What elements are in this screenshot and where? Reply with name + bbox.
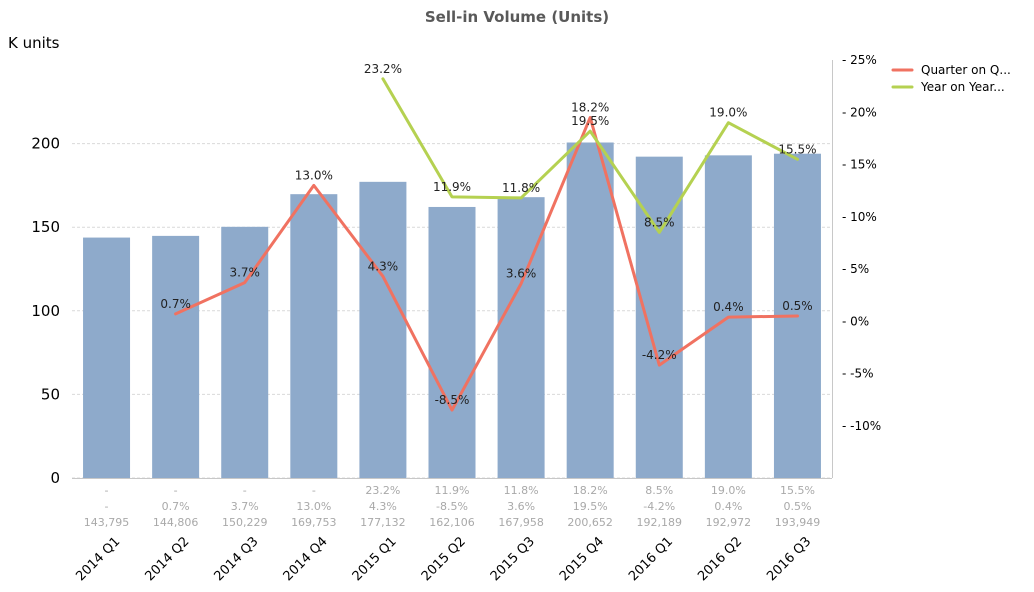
y2-tick-label: - 25% <box>842 53 877 67</box>
data-label: 4.3% <box>368 259 399 273</box>
table-cell: 11.9% <box>435 484 470 497</box>
table-cell: 18.2% <box>573 484 608 497</box>
bar <box>152 235 200 478</box>
table-cell: 3.7% <box>231 500 259 513</box>
table-cell: 144,806 <box>153 516 199 529</box>
data-labels: 0.7% 3.7% 13.0% 4.3% -8.5% 3.6% 18.2% -4.2% 0.4%… <box>160 62 816 407</box>
data-label: 13.0% <box>295 168 333 182</box>
data-table: - - - - 23.2% 11.9% 11.8% 18.2% 8.5% 19.0% 15.5% - 0… <box>84 484 820 529</box>
data-label: 8.5% <box>644 215 675 229</box>
table-cell: 162,106 <box>429 516 475 529</box>
table-cell: 192,972 <box>706 516 752 529</box>
data-label: -4.2% <box>642 348 677 362</box>
bar-series <box>83 142 821 479</box>
table-cell: 8.5% <box>645 484 673 497</box>
x-tick-label: 2014 Q4 <box>281 534 331 584</box>
bar <box>221 226 269 478</box>
table-cell: 143,795 <box>84 516 130 529</box>
x-tick-label: 2014 Q2 <box>142 534 192 584</box>
bar <box>83 237 131 478</box>
data-label: 11.9% <box>433 180 471 194</box>
x-tick-label: 2016 Q2 <box>695 534 745 584</box>
data-label: 3.6% <box>506 267 537 281</box>
table-cell: - <box>243 484 247 497</box>
table-cell: 167,958 <box>498 516 544 529</box>
table-cell: - <box>312 484 316 497</box>
x-tick-label: 2015 Q4 <box>557 534 607 584</box>
bar <box>359 181 407 478</box>
chart-title: Sell-in Volume (Units) <box>425 8 609 26</box>
data-label: 0.7% <box>160 297 191 311</box>
table-cell: 150,229 <box>222 516 268 529</box>
table-cell: 4.3% <box>369 500 397 513</box>
y-axis-unit-label: K units <box>8 34 60 52</box>
x-tick-label: 2015 Q3 <box>488 534 538 584</box>
line-series <box>174 77 799 412</box>
y-tick-label: 150 <box>31 218 60 236</box>
x-tick-label: 2014 Q3 <box>212 534 262 584</box>
bar <box>497 197 545 478</box>
table-cell: -8.5% <box>436 500 468 513</box>
y2-tick-label: - -5% <box>842 367 874 381</box>
table-cell: -4.2% <box>643 500 675 513</box>
y2-tick-label: - -10% <box>842 419 881 433</box>
x-tick-label: 2016 Q3 <box>764 534 814 584</box>
data-label: 0.4% <box>713 300 744 314</box>
table-cell: - <box>174 484 178 497</box>
y-tick-label: 50 <box>41 385 60 403</box>
table-cell: 13.0% <box>296 500 331 513</box>
x-tick-label: 2015 Q1 <box>350 534 400 584</box>
data-label: 11.8% <box>502 181 540 195</box>
y-tick-label: 100 <box>31 302 60 320</box>
y2-tick-label: - 10% <box>842 210 877 224</box>
y2-tick-label: - 0% <box>842 314 869 328</box>
data-label: 0.5% <box>782 299 813 313</box>
table-cell: 0.4% <box>714 500 742 513</box>
table-cell: 11.8% <box>504 484 539 497</box>
y-tick-label: 200 <box>31 135 60 153</box>
data-label: 23.2% <box>364 62 402 76</box>
legend[interactable]: Quarter on Q... Year on Year... <box>891 63 1011 94</box>
series-line <box>381 77 799 234</box>
x-tick-label: 2014 Q1 <box>73 534 123 584</box>
table-cell: 0.7% <box>162 500 190 513</box>
bar <box>566 142 614 478</box>
table-cell: 3.6% <box>507 500 535 513</box>
legend-label: Year on Year... <box>920 80 1005 94</box>
table-cell: 15.5% <box>780 484 815 497</box>
data-label: 19.0% <box>709 106 747 120</box>
x-tick-label: 2016 Q1 <box>626 534 676 584</box>
table-cell: 200,652 <box>567 516 613 529</box>
axes: 0 50 100 150 200 - -10% - -5% - 0% - 5% - 10% - 15… <box>31 53 881 487</box>
legend-label: Quarter on Q... <box>921 63 1011 77</box>
data-label: 15.5% <box>778 142 816 156</box>
bar <box>428 206 476 478</box>
y2-tick-label: - 5% <box>842 262 869 276</box>
series-line <box>174 116 799 412</box>
y2-tick-label: - 20% <box>842 105 877 119</box>
data-label: 3.7% <box>229 266 260 280</box>
y-tick-label: 0 <box>50 469 60 487</box>
data-label: 19.5% <box>571 114 609 128</box>
x-tick-label: 2015 Q2 <box>419 534 469 584</box>
table-cell: 192,189 <box>637 516 683 529</box>
table-cell: 19.0% <box>711 484 746 497</box>
x-axis-categories: 2014 Q1 2014 Q2 2014 Q3 2014 Q4 2015 Q1 2015 … <box>73 534 814 584</box>
table-cell: - <box>105 484 109 497</box>
table-cell: 19.5% <box>573 500 608 513</box>
data-label: -8.5% <box>435 393 470 407</box>
table-cell: 177,132 <box>360 516 406 529</box>
table-cell: 193,949 <box>775 516 821 529</box>
bar <box>290 194 338 479</box>
table-cell: 0.5% <box>783 500 811 513</box>
table-cell: 169,753 <box>291 516 337 529</box>
table-cell: 23.2% <box>365 484 400 497</box>
data-label: 18.2% <box>571 100 609 114</box>
table-cell: - <box>105 500 109 513</box>
y2-tick-label: - 15% <box>842 158 877 172</box>
